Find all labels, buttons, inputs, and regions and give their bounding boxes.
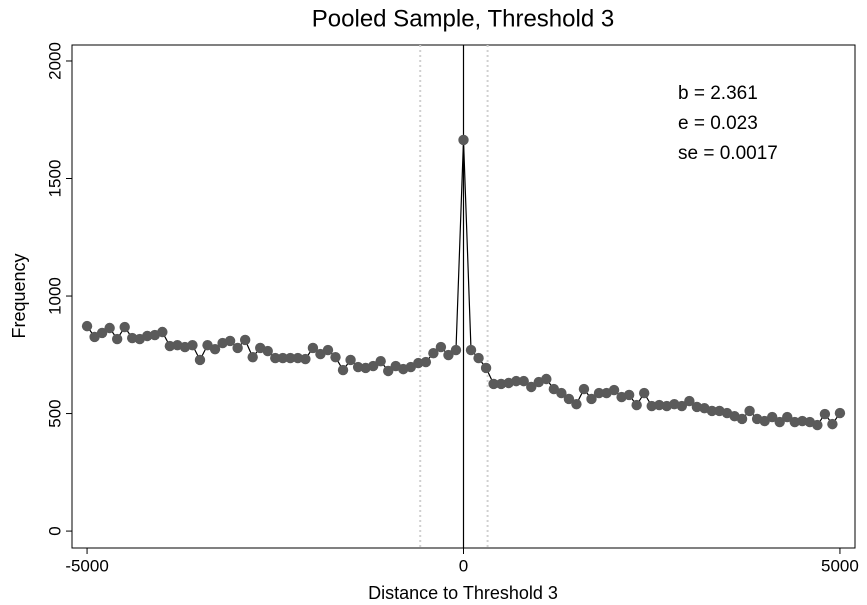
data-point <box>473 352 484 364</box>
data-point <box>736 413 748 425</box>
y-tick-label: 2000 <box>45 42 64 80</box>
data-point <box>292 352 304 364</box>
y-tick-label: 1500 <box>45 160 64 198</box>
data-point <box>413 357 424 369</box>
data-point <box>480 362 492 374</box>
data-point <box>81 320 93 332</box>
data-point <box>631 399 642 411</box>
data-point <box>435 341 447 353</box>
data-point <box>164 340 176 352</box>
data-point <box>495 378 507 390</box>
data-point <box>209 343 221 355</box>
data-point <box>428 347 439 359</box>
data-point <box>646 400 657 412</box>
data-point <box>247 351 258 363</box>
data-point <box>789 416 800 428</box>
data-point <box>194 354 206 366</box>
data-point <box>511 375 522 387</box>
data-point <box>262 345 273 357</box>
data-point <box>676 400 688 412</box>
data-point <box>526 381 537 393</box>
data-point <box>127 332 138 344</box>
data-point <box>774 416 785 428</box>
data-point <box>465 344 477 356</box>
data-point <box>375 355 386 367</box>
y-tick-label: 0 <box>45 526 64 535</box>
data-point <box>270 352 281 364</box>
data-point <box>782 411 793 423</box>
data-point <box>232 342 243 354</box>
data-point <box>654 399 665 411</box>
data-point <box>541 373 552 385</box>
chart-title: Pooled Sample, Threshold 3 <box>312 5 614 32</box>
data-point <box>593 387 605 399</box>
data-point <box>556 387 567 399</box>
annotation: e = 0.023 <box>678 113 758 134</box>
annotation: b = 2.361 <box>678 83 758 104</box>
data-point <box>586 393 597 405</box>
data-point <box>420 356 432 368</box>
data-point <box>337 364 349 376</box>
data-point <box>706 405 718 417</box>
data-point <box>367 360 379 372</box>
data-point <box>119 321 130 333</box>
data-point <box>104 322 115 334</box>
data-point <box>307 342 319 354</box>
y-axis-label: Frequency <box>9 253 29 338</box>
data-point <box>458 134 469 146</box>
data-point <box>819 408 831 420</box>
y-tick-label: 1000 <box>45 277 64 315</box>
data-point <box>623 389 635 401</box>
data-point <box>224 335 236 347</box>
data-point <box>285 352 296 364</box>
data-point <box>330 351 341 363</box>
data-point <box>766 411 778 423</box>
data-point <box>518 375 529 387</box>
data-point <box>157 326 168 338</box>
data-point <box>239 334 251 346</box>
data-point <box>608 384 620 396</box>
data-point <box>345 354 356 366</box>
data-point <box>322 344 334 356</box>
data-point <box>96 327 108 339</box>
data-point <box>383 365 394 377</box>
x-tick-label: -5000 <box>65 556 108 575</box>
data-point <box>443 349 454 361</box>
x-axis-label: Distance to Threshold 3 <box>368 583 558 603</box>
x-tick-label: 5000 <box>821 556 859 575</box>
data-point <box>638 387 650 399</box>
data-point <box>111 333 123 345</box>
data-point <box>488 378 499 390</box>
data-point <box>563 393 575 405</box>
data-point <box>578 383 590 395</box>
data-point <box>450 344 462 356</box>
data-point <box>684 395 695 407</box>
data-point <box>571 398 582 410</box>
data-point <box>834 407 846 419</box>
data-point <box>187 339 198 351</box>
data-point <box>797 415 808 427</box>
data-point <box>142 330 153 342</box>
data-point <box>827 418 838 430</box>
data-point <box>744 405 755 417</box>
annotation: se = 0.0017 <box>678 143 778 164</box>
data-point <box>300 353 311 365</box>
x-tick-label: 0 <box>459 556 468 575</box>
data-point <box>812 419 823 431</box>
y-tick-label: 500 <box>45 399 64 427</box>
data-point <box>352 361 364 373</box>
data-point <box>277 352 289 364</box>
